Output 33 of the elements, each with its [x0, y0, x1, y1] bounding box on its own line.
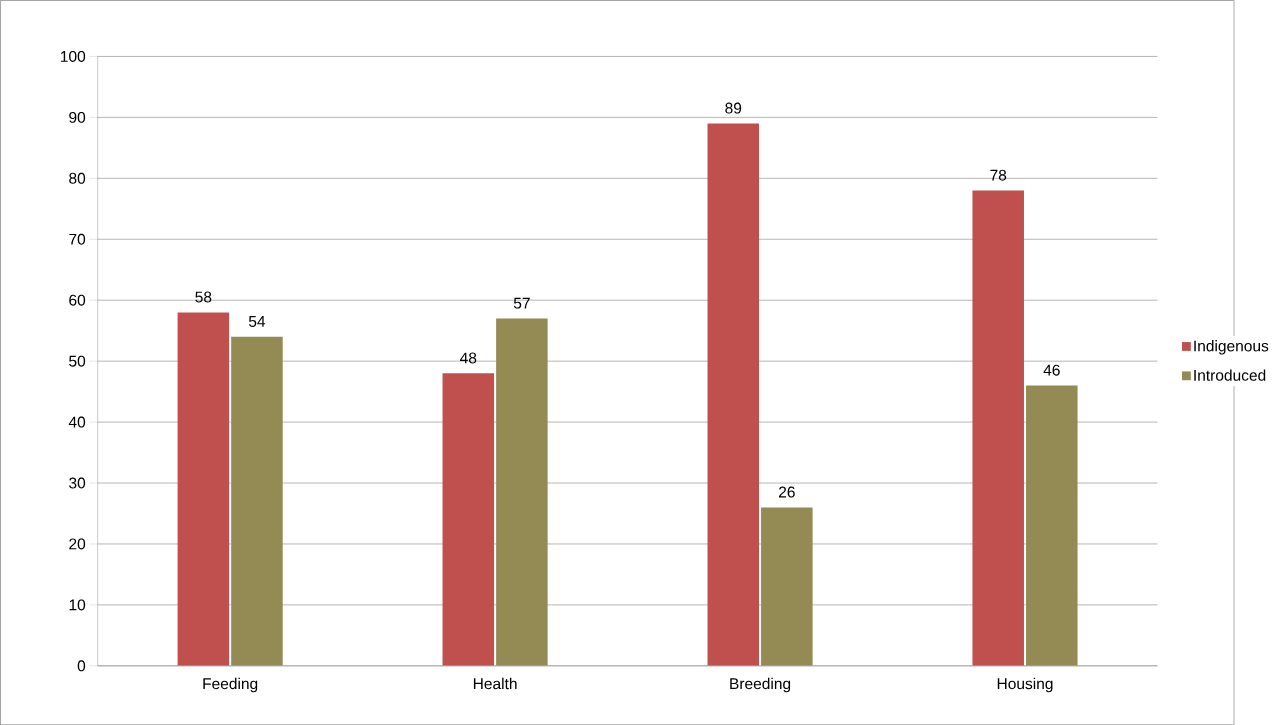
- x-tick-label: Housing: [997, 677, 1053, 693]
- y-tick-label: 50: [69, 355, 86, 367]
- legend-label: Introduced: [1194, 369, 1266, 381]
- data-label: 48: [460, 352, 477, 364]
- y-tick-label: 40: [68, 416, 86, 428]
- bar: [707, 123, 760, 666]
- y-tick-label: 20: [69, 538, 86, 550]
- data-label: 26: [778, 486, 795, 498]
- bar: [177, 312, 230, 666]
- y-tick-label: 30: [69, 477, 86, 489]
- y-tick-label: 10: [69, 599, 86, 611]
- data-label: 89: [725, 102, 742, 114]
- x-tick-label: Breeding: [730, 677, 791, 693]
- data-label: 57: [513, 297, 530, 309]
- bar: [496, 318, 548, 666]
- data-label: 46: [1043, 364, 1060, 376]
- y-tick-label: 0: [77, 660, 86, 672]
- data-label: 78: [990, 169, 1007, 181]
- bar: [442, 373, 495, 666]
- x-tick-label: Health: [473, 677, 517, 690]
- bar: [1026, 385, 1078, 666]
- bar: [761, 507, 813, 666]
- bar: [231, 336, 283, 666]
- data-label: 54: [248, 315, 266, 327]
- y-tick-label: 90: [69, 111, 86, 123]
- y-tick-label: 60: [69, 294, 86, 306]
- bar: [972, 190, 1024, 666]
- data-label: 58: [195, 291, 212, 303]
- y-tick-label: 100: [61, 50, 86, 62]
- y-tick-label: 70: [69, 233, 86, 245]
- y-tick-label: 80: [69, 172, 86, 184]
- x-tick-label: Feeding: [203, 677, 258, 693]
- legend-label: Indigenous: [1194, 339, 1269, 355]
